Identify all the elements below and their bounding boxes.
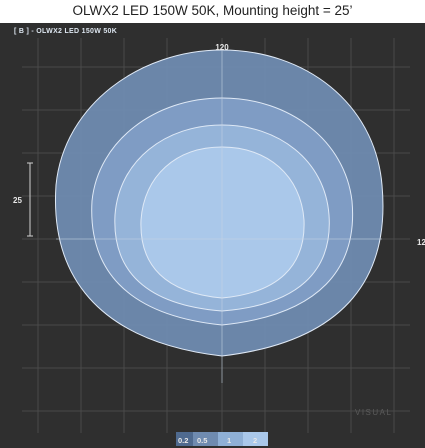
legend-label-0-5: 0.5 bbox=[197, 436, 207, 445]
page-title: OLWX2 LED 150W 50K, Mounting height = 25… bbox=[72, 3, 353, 18]
legend-label-1: 1 bbox=[227, 436, 231, 445]
isofootcandle-diagram: 120 25 12 VISUAL 0.2 0.5 1 2 bbox=[13, 38, 425, 446]
dimension-label-left: 25 bbox=[13, 196, 22, 205]
legend-label-2: 2 bbox=[253, 436, 257, 445]
dimension-label-right: 12 bbox=[417, 238, 425, 247]
contours bbox=[54, 49, 384, 357]
legend-swatch-0-5 bbox=[193, 432, 218, 446]
legend: 0.2 0.5 1 2 bbox=[176, 432, 268, 446]
legend-swatch-0-2 bbox=[176, 432, 193, 446]
watermark-text: VISUAL bbox=[355, 408, 392, 417]
dimension-label-top: 120 bbox=[215, 43, 229, 52]
legend-swatch-2 bbox=[243, 432, 268, 446]
fixture-header-label: [ B ] - OLWX2 LED 150W 50K bbox=[14, 28, 118, 35]
center-axes bbox=[56, 50, 382, 383]
left-dimension-marker bbox=[27, 162, 33, 237]
photometric-plot: 120 25 12 VISUAL 0.2 0.5 1 2 [ B ] - OLW… bbox=[0, 23, 425, 448]
legend-label-0-2: 0.2 bbox=[178, 436, 188, 445]
legend-swatch-1 bbox=[218, 432, 243, 446]
